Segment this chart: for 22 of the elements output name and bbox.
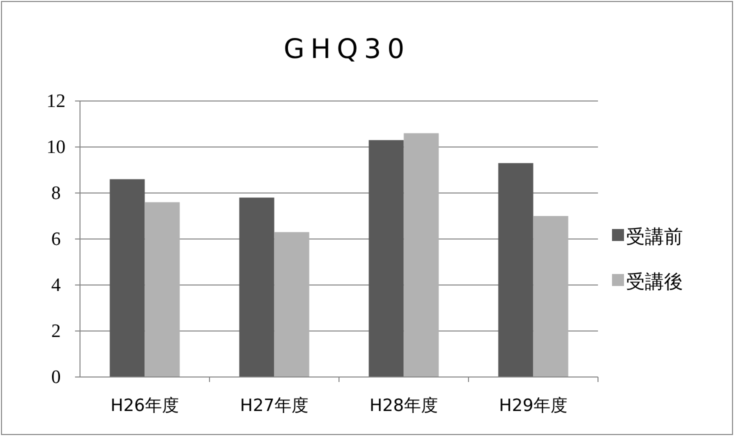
y-tick-label: 0 bbox=[51, 367, 61, 388]
bar bbox=[368, 140, 404, 377]
x-tick-label: H26年度 bbox=[110, 396, 179, 416]
bar bbox=[110, 179, 145, 377]
y-tick-label: 2 bbox=[51, 321, 61, 342]
legend-label: 受講後 bbox=[626, 271, 683, 293]
y-tick-label: 12 bbox=[46, 91, 66, 112]
chart-title: GHQ30 bbox=[284, 34, 410, 65]
bar bbox=[404, 133, 439, 377]
bar bbox=[144, 202, 180, 377]
y-tick-label: 4 bbox=[51, 275, 62, 296]
y-tick-label: 6 bbox=[51, 229, 61, 250]
y-tick-label: 10 bbox=[46, 137, 66, 158]
legend-label: 受講前 bbox=[626, 226, 683, 248]
x-tick-label: H29年度 bbox=[499, 396, 568, 416]
bar bbox=[274, 232, 310, 377]
bar bbox=[533, 216, 568, 377]
bar bbox=[498, 163, 534, 377]
y-tick-label: 8 bbox=[51, 183, 61, 204]
x-tick-label: H28年度 bbox=[370, 396, 438, 416]
bar bbox=[239, 198, 274, 377]
x-tick-label: H27年度 bbox=[240, 396, 308, 416]
